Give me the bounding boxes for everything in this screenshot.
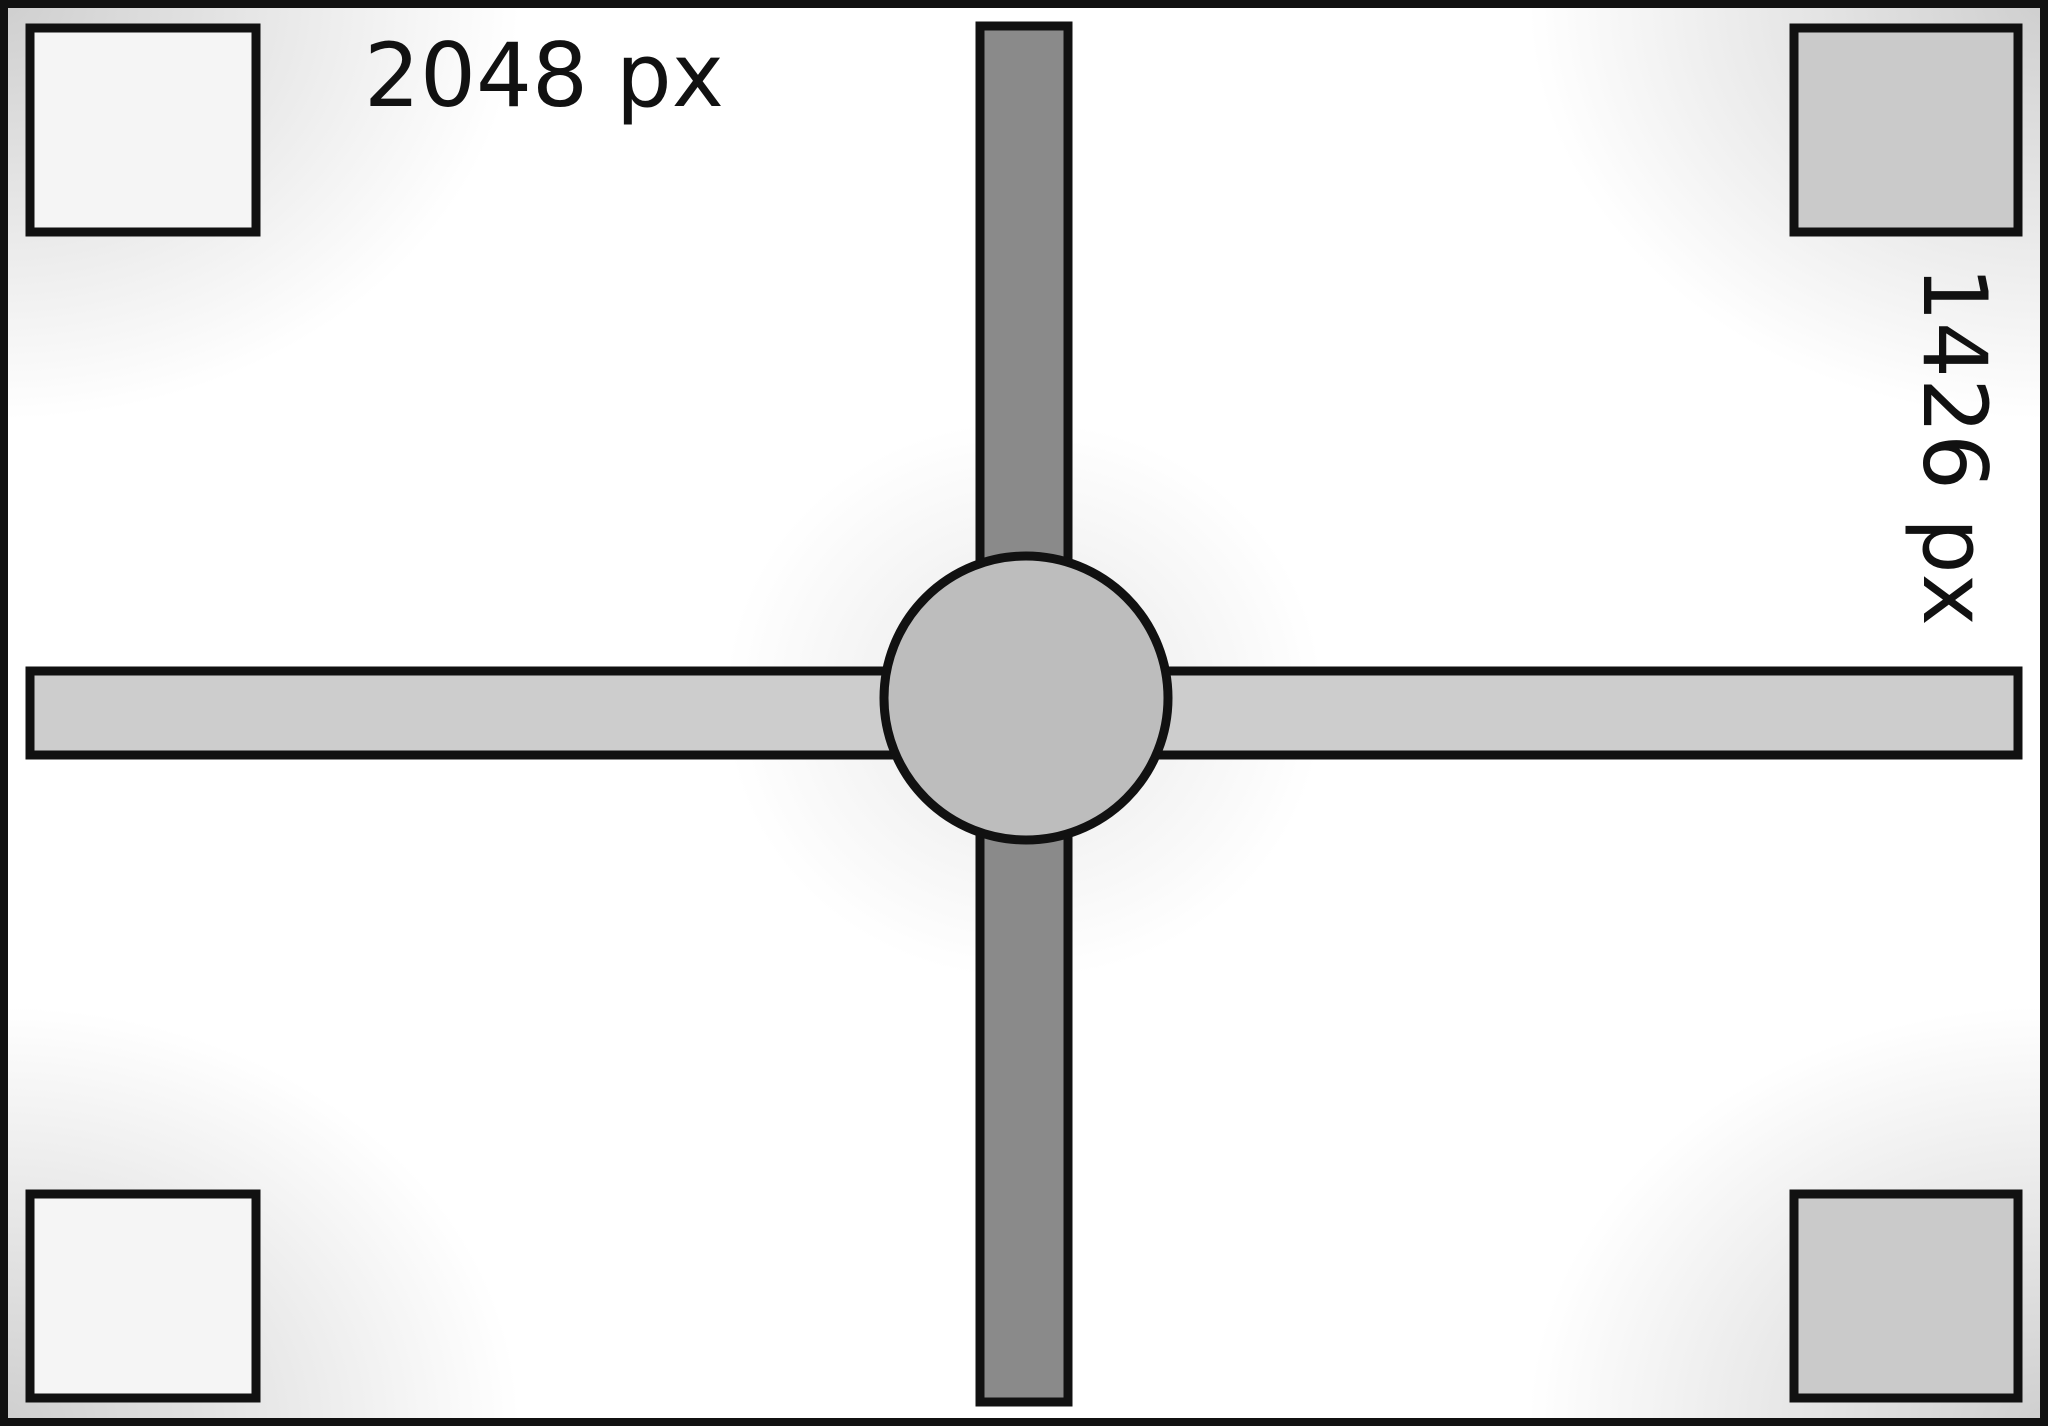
corner-square-bottom-left xyxy=(25,1189,261,1403)
center-circle xyxy=(879,551,1173,845)
height-label: 1426 px xyxy=(1903,266,2006,626)
corner-square-bottom-right xyxy=(1789,1189,2023,1403)
corner-square-top-right xyxy=(1789,23,2023,237)
corner-square-top-left xyxy=(25,23,261,237)
width-label: 2048 px xyxy=(364,24,724,127)
